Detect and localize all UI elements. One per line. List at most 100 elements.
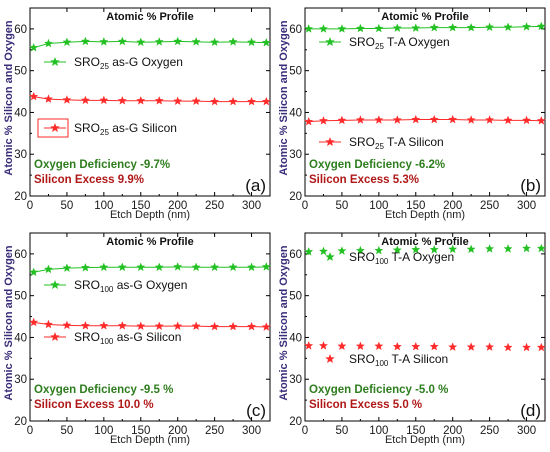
y-tick-label: 50 bbox=[14, 66, 27, 78]
y-tick-label: 40 bbox=[289, 107, 302, 119]
data-point bbox=[247, 321, 257, 331]
data-point bbox=[154, 321, 164, 331]
data-point bbox=[522, 342, 532, 352]
data-point bbox=[228, 37, 238, 46]
data-point bbox=[154, 262, 164, 272]
data-point bbox=[117, 95, 127, 105]
data-point bbox=[29, 91, 39, 101]
chart-title: Atomic % Profile bbox=[381, 11, 468, 23]
data-point bbox=[80, 95, 90, 105]
data-point bbox=[411, 341, 421, 351]
legend-entry: SRO100 as-G Oxygen bbox=[44, 278, 187, 294]
data-point bbox=[99, 95, 109, 105]
data-point bbox=[429, 244, 439, 254]
annotation-oxygen-deficiency: Oxygen Deficiency -6.2% bbox=[309, 159, 445, 171]
legend-label: SRO25 T-A Oxygen bbox=[349, 35, 450, 51]
data-point bbox=[261, 96, 271, 106]
data-point bbox=[429, 114, 439, 124]
data-point bbox=[374, 341, 384, 351]
legend-entry: SRO25 T-A Silicon bbox=[319, 135, 444, 151]
x-tick-label: 200 bbox=[443, 200, 462, 212]
series-line bbox=[308, 25, 542, 30]
legend-marker bbox=[325, 136, 335, 147]
x-tick-label: 150 bbox=[406, 200, 425, 212]
data-point bbox=[62, 320, 72, 330]
data-point bbox=[43, 38, 53, 48]
data-point bbox=[485, 244, 495, 253]
series-silicon bbox=[29, 91, 271, 106]
legend-label: SRO25 as-G Oxygen bbox=[74, 55, 183, 71]
data-point bbox=[485, 342, 495, 351]
x-tick-label: 250 bbox=[205, 200, 224, 212]
data-point bbox=[448, 114, 458, 124]
data-point bbox=[173, 96, 183, 106]
data-point bbox=[448, 342, 458, 351]
panel-label: (d) bbox=[520, 401, 541, 420]
x-tick-label: 300 bbox=[517, 425, 536, 437]
x-tick-label: 100 bbox=[94, 425, 113, 437]
data-point bbox=[228, 96, 238, 106]
x-axis-label: Etch Depth (nm) bbox=[110, 434, 190, 446]
chart-title: Atomic % Profile bbox=[106, 236, 193, 248]
x-tick-label: 150 bbox=[131, 425, 150, 437]
x-tick-label: 100 bbox=[369, 200, 388, 212]
x-axis-label: Etch Depth (nm) bbox=[110, 209, 190, 221]
x-tick-label: 150 bbox=[406, 425, 425, 437]
x-axis-label: Etch Depth (nm) bbox=[385, 434, 465, 446]
panel-label: (c) bbox=[246, 401, 266, 420]
data-point bbox=[62, 95, 72, 104]
data-point bbox=[80, 36, 90, 46]
series-oxygen bbox=[29, 36, 271, 52]
series-silicon bbox=[29, 317, 271, 331]
data-point bbox=[374, 23, 384, 33]
y-axis-label: Atomic % Silicon and Oxygen bbox=[278, 245, 290, 401]
x-tick-label: 0 bbox=[302, 425, 308, 437]
y-axis-label: Atomic % Silicon and Oxygen bbox=[278, 20, 290, 176]
data-point bbox=[117, 320, 127, 330]
data-point bbox=[154, 95, 164, 105]
data-point bbox=[80, 262, 90, 272]
data-point bbox=[374, 115, 384, 124]
legend-label: SRO100 T-A Oxygen bbox=[349, 250, 454, 266]
annotation-oxygen-deficiency: Oxygen Deficiency -9.7% bbox=[34, 159, 170, 171]
data-point bbox=[448, 244, 458, 254]
data-point bbox=[117, 36, 127, 46]
y-tick-label: 40 bbox=[14, 107, 27, 119]
data-point bbox=[318, 246, 328, 256]
chart-title: Atomic % Profile bbox=[106, 11, 193, 23]
legend-entry: SRO100 as-G Silicon bbox=[44, 330, 181, 346]
legend-label: SRO25 as-G Silicon bbox=[74, 121, 177, 137]
data-point bbox=[337, 24, 347, 33]
data-point bbox=[99, 320, 109, 330]
x-tick-label: 50 bbox=[61, 200, 74, 212]
y-tick-label: 60 bbox=[289, 24, 302, 36]
data-point bbox=[173, 262, 183, 271]
data-point bbox=[261, 37, 271, 47]
x-tick-label: 100 bbox=[369, 425, 388, 437]
data-point bbox=[392, 245, 402, 254]
y-tick-label: 20 bbox=[289, 191, 302, 203]
legend-label: SRO100 T-A Silicon bbox=[349, 352, 448, 368]
annotation-oxygen-deficiency: Oxygen Deficiency -5.0 % bbox=[309, 384, 448, 396]
data-point bbox=[522, 22, 532, 31]
data-point bbox=[173, 36, 183, 46]
data-point bbox=[374, 245, 384, 255]
data-point bbox=[503, 244, 513, 253]
data-point bbox=[304, 341, 314, 350]
x-tick-label: 0 bbox=[302, 200, 308, 212]
y-tick-label: 40 bbox=[289, 332, 302, 344]
data-point bbox=[261, 262, 271, 271]
data-point bbox=[136, 95, 146, 105]
chart-title: Atomic % Profile bbox=[381, 236, 468, 248]
data-point bbox=[80, 320, 90, 330]
data-point bbox=[355, 23, 365, 33]
data-point bbox=[503, 115, 513, 125]
x-tick-label: 200 bbox=[168, 425, 187, 437]
data-point bbox=[117, 262, 127, 272]
data-point bbox=[392, 341, 402, 351]
x-tick-label: 50 bbox=[336, 425, 349, 437]
data-point bbox=[466, 115, 476, 124]
y-axis-label: Atomic % Silicon and Oxygen bbox=[3, 20, 15, 176]
data-point bbox=[522, 115, 532, 125]
y-tick-label: 20 bbox=[289, 416, 302, 428]
